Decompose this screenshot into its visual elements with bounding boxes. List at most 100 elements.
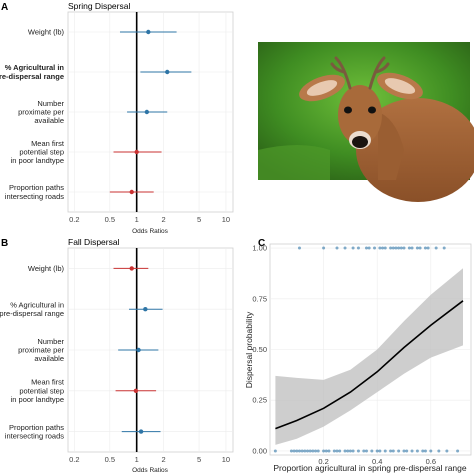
deer-photo — [258, 42, 474, 202]
panel-c-point-not-dispersed-41 — [456, 449, 460, 453]
panel-c-point-not-dispersed-15 — [332, 449, 336, 453]
panel-b-estimate-2 — [136, 347, 141, 353]
panel-c-point-not-dispersed-20 — [348, 449, 352, 453]
panel-b-category-label-1: % Agricultural in pre-dispersal range — [0, 300, 64, 318]
panel-c-point-not-dispersed-7 — [306, 449, 310, 453]
panel-c-point-not-dispersed-22 — [356, 449, 360, 453]
panel-c-point-not-dispersed-40 — [445, 449, 449, 453]
panel-c-point-not-dispersed-5 — [300, 449, 304, 453]
panel-c-point-not-dispersed-31 — [397, 449, 401, 453]
panel-c-point-dispersed-0 — [297, 246, 301, 250]
panel-c-point-dispersed-10 — [381, 246, 385, 250]
panel-c-point-dispersed-5 — [356, 246, 360, 250]
panel-c-point-not-dispersed-12 — [322, 449, 326, 453]
panel-a-x-tick-4: 5 — [197, 215, 201, 224]
panel-c-point-dispersed-7 — [367, 246, 371, 250]
panel-a-x-tick-5: 10 — [222, 215, 230, 224]
panel-c-y-tick-0: 0.00 — [252, 446, 267, 455]
panel-c-x-tick-2: 0.6 — [426, 457, 436, 466]
panel-c: C 0.2 0.4 0.6 0.00 0.25 0.50 0.75 1.00 Proporti… — [244, 238, 472, 473]
panel-c-y-tick-4: 1.00 — [252, 244, 267, 253]
panel-a-x-tick-2: 1 — [135, 215, 139, 224]
panel-c-y-axis-title: Dispersal probability — [244, 311, 254, 388]
panel-c-point-not-dispersed-10 — [314, 449, 318, 453]
panel-a-category-label-1: % Agricultural in pre-dispersal range — [0, 63, 64, 81]
panel-c-point-dispersed-23 — [426, 246, 430, 250]
panel-c-point-dispersed-6 — [364, 246, 368, 250]
panel-a-x-axis-title: Odds Ratios — [132, 228, 169, 235]
panel-c-x-tick-1: 0.4 — [372, 457, 382, 466]
panel-a-x-tick-0: 0.2 — [69, 215, 79, 224]
panel-b-category-label-2: Number proximate per available — [18, 337, 64, 363]
panel-b-x-tick-4: 5 — [197, 455, 201, 464]
panel-b-x-tick-1: 0.5 — [105, 455, 115, 464]
panel-c-point-not-dispersed-18 — [343, 449, 347, 453]
deer-head — [338, 85, 382, 145]
panel-c-point-dispersed-21 — [418, 246, 422, 250]
panel-b-estimate-1 — [143, 307, 148, 312]
panel-b-x-tick-2: 1 — [135, 455, 139, 464]
panel-c-point-not-dispersed-4 — [297, 449, 301, 453]
panel-c-point-not-dispersed-33 — [405, 449, 409, 453]
panel-b-plot-area: Weight (lb) % Agricultural in pre-dispersa… — [0, 248, 233, 464]
panel-c-point-dispersed-11 — [383, 246, 387, 250]
panel-b-estimate-3 — [133, 388, 139, 393]
panel-b-x-tick-0: 0.2 — [69, 455, 79, 464]
panel-c-point-not-dispersed-9 — [311, 449, 315, 453]
panel-c-fit-line — [275, 300, 464, 430]
panel-b-x-axis-title: Odds Ratios — [132, 467, 169, 474]
panel-c-point-not-dispersed-34 — [410, 449, 414, 453]
panel-c-point-not-dispersed-32 — [402, 449, 406, 453]
panel-c-point-not-dispersed-13 — [324, 449, 328, 453]
panel-a-x-tick-3: 2 — [161, 215, 165, 224]
panel-a-category-label-2: Number proximate per available — [18, 99, 64, 125]
panel-a: A Spring Dispersal Weight (lb) % Agricult… — [0, 1, 234, 235]
panel-c-point-dispersed-24 — [434, 246, 438, 250]
panel-c-point-dispersed-3 — [343, 246, 347, 250]
panel-c-point-dispersed-9 — [378, 246, 382, 250]
panel-a-estimate-2 — [144, 109, 150, 115]
panel-c-point-dispersed-20 — [415, 246, 419, 250]
panel-c-point-not-dispersed-39 — [437, 449, 441, 453]
panel-c-confidence-ribbon — [275, 268, 463, 445]
panel-c-point-not-dispersed-36 — [421, 449, 425, 453]
panel-c-point-not-dispersed-26 — [375, 449, 379, 453]
panel-a-estimate-3 — [134, 149, 139, 155]
panel-a-estimate-1 — [165, 69, 170, 75]
panel-c-point-not-dispersed-38 — [429, 449, 433, 453]
panel-a-letter: A — [1, 2, 8, 13]
deer-left-ear-inner — [306, 80, 338, 96]
deer-antlers — [330, 56, 390, 90]
panel-c-point-dispersed-22 — [423, 246, 427, 250]
panel-c-point-not-dispersed-37 — [423, 449, 427, 453]
panel-b-estimate-4 — [138, 429, 144, 434]
panel-b-category-label-4: Proportion paths intersecting roads — [5, 423, 64, 441]
panel-b: B Fall Dispersal Weight (lb) % Agricultur… — [0, 237, 234, 474]
panel-a-plot-area: Weight (lb) % Agricultural in pre-dispersa… — [0, 12, 233, 224]
panel-c-point-dispersed-17 — [402, 246, 406, 250]
panel-c-point-dispersed-16 — [399, 246, 403, 250]
panel-c-point-not-dispersed-14 — [327, 449, 331, 453]
deer-left-eye — [344, 106, 352, 114]
panel-c-point-not-dispersed-2 — [292, 449, 296, 453]
panel-c-point-not-dispersed-6 — [303, 449, 307, 453]
deer-nose — [352, 136, 368, 148]
panel-c-point-not-dispersed-23 — [362, 449, 366, 453]
panel-c-point-not-dispersed-1 — [289, 449, 293, 453]
panel-c-point-not-dispersed-11 — [316, 449, 320, 453]
panel-c-x-tick-0: 0.2 — [318, 457, 328, 466]
panel-c-point-not-dispersed-29 — [389, 449, 393, 453]
panel-b-category-label-3: Mean first potential step in poor landtype — [11, 378, 65, 404]
panel-c-point-dispersed-18 — [407, 246, 411, 250]
panel-c-y-tick-1: 0.25 — [252, 396, 267, 405]
panel-c-point-not-dispersed-35 — [415, 449, 419, 453]
panel-c-point-not-dispersed-30 — [391, 449, 395, 453]
deer-right-ear-inner — [384, 78, 416, 94]
panel-c-point-not-dispersed-16 — [335, 449, 339, 453]
panel-b-title: Fall Dispersal — [68, 237, 120, 247]
panel-b-estimate-0 — [129, 266, 134, 271]
panel-c-point-dispersed-14 — [394, 246, 398, 250]
deer-right-eye — [368, 106, 376, 114]
panel-c-point-dispersed-4 — [351, 246, 355, 250]
panel-c-y-tick-2: 0.50 — [252, 345, 267, 354]
